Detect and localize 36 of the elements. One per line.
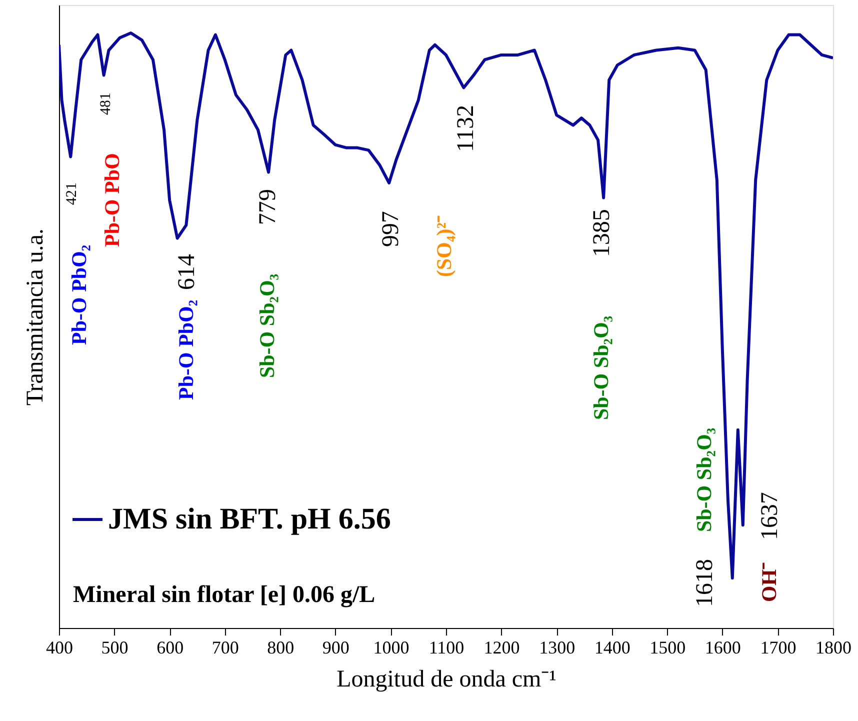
annotation: 997 — [378, 211, 404, 247]
x-tick-label: 1200 — [484, 638, 520, 658]
annotation: Mineral sin flotar [e] 0.06 g/L — [73, 582, 376, 608]
annotation: 481 — [98, 92, 114, 115]
annotation: Sb-O Sb₂O₃ — [692, 428, 716, 532]
x-tick-label: 400 — [46, 638, 73, 658]
annotation: Pb-O PbO — [100, 153, 124, 247]
x-tick-label: 1100 — [428, 638, 464, 658]
annotation: 779 — [255, 189, 281, 225]
annotation: Sb-O Sb₂O₃ — [589, 316, 613, 420]
annotation: 1637 — [757, 492, 783, 540]
x-tick-label: 600 — [156, 638, 184, 658]
x-tick-label: 1300 — [539, 638, 576, 658]
x-tick-label: 900 — [322, 638, 350, 658]
x-tick-label: 1800 — [816, 638, 852, 658]
annotation: OH⁻ — [757, 562, 781, 602]
annotation: 1132 — [453, 104, 479, 152]
annotation: 421 — [64, 182, 80, 205]
x-tick-label: 700 — [212, 638, 239, 658]
annotation: 1618 — [692, 559, 718, 607]
x-tick-label: 500 — [101, 638, 128, 658]
legend-label: JMS sin BFT. pH 6.56 — [108, 502, 391, 536]
y-axis-title: Transmitancia u.a. — [22, 228, 48, 406]
x-tick-label: 1700 — [760, 638, 796, 658]
annotation: 614 — [174, 254, 200, 290]
x-axis-title: Longitud de onda cm⁻¹ — [336, 666, 556, 692]
x-tick-label: 800 — [267, 638, 294, 658]
x-tick-label: 1600 — [704, 638, 741, 658]
x-tick-label: 1000 — [373, 638, 410, 658]
annotation: Pb-O PbO₂ — [174, 300, 198, 400]
annotation: (SO₄)²⁻ — [432, 215, 456, 277]
x-tick-label: 1500 — [650, 638, 686, 658]
annotation: 1385 — [589, 209, 615, 257]
annotation: Sb-O Sb₂O₃ — [255, 274, 279, 378]
annotation: Pb-O PbO₂ — [67, 244, 91, 345]
x-tick-label: 1400 — [594, 638, 630, 658]
